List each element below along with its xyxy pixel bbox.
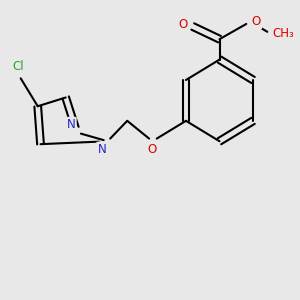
Text: CH₃: CH₃ [272,27,294,40]
Text: O: O [148,143,157,156]
Text: N: N [98,143,106,156]
Text: CH₃: CH₃ [272,27,294,40]
Text: O: O [148,143,157,156]
Text: O: O [252,15,261,28]
Text: N: N [67,118,76,131]
Text: O: O [178,18,188,31]
Text: N: N [98,143,106,156]
Text: O: O [252,15,261,28]
Text: N: N [67,118,76,131]
Text: O: O [178,18,188,31]
Text: Cl: Cl [12,60,24,73]
Text: Cl: Cl [12,60,24,73]
